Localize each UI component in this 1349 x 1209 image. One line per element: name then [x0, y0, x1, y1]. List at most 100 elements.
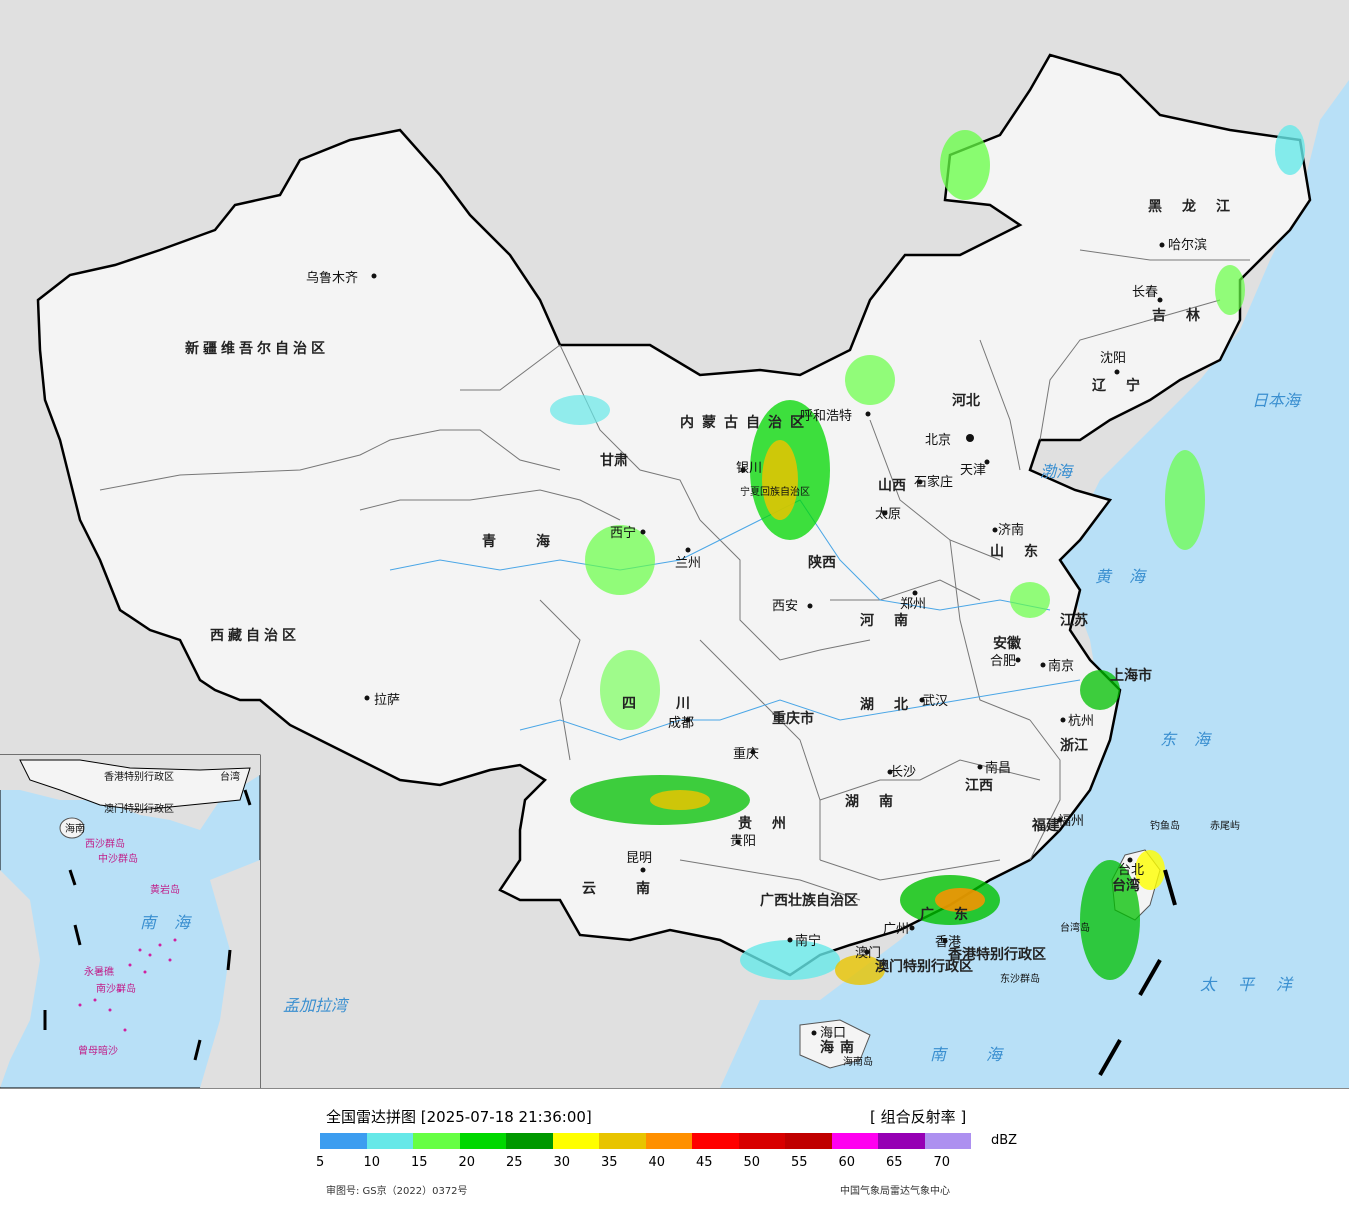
maritime-boundary	[1098, 869, 1177, 1076]
color-swatch	[413, 1133, 460, 1149]
scale-tick-label: 50	[743, 1155, 761, 1170]
scale-tick-label: 40	[648, 1155, 666, 1170]
province-label: 湖南	[845, 793, 913, 810]
province-label: 浙江	[1060, 737, 1088, 754]
city-label: 郑州	[900, 597, 926, 612]
inset-label: 南沙群岛	[96, 982, 136, 995]
color-scale-ticks: 5 10 15 20 25 30 35 40 45 50 55 60 65 70	[306, 1155, 966, 1173]
sea-label: 南海	[930, 1045, 1042, 1064]
inset-label: 西沙群岛	[85, 837, 125, 850]
sea-label: 渤海	[1040, 462, 1074, 481]
province-label: 台湾	[1112, 877, 1140, 894]
color-swatch	[738, 1133, 785, 1149]
scale-tick-label: 30	[553, 1155, 571, 1170]
scale-tick-label: 65	[886, 1155, 903, 1170]
city-label: 济南	[998, 522, 1024, 538]
color-swatch	[692, 1133, 739, 1149]
province-label: 内蒙古自治区	[680, 414, 812, 431]
inset-label: 永暑礁	[84, 965, 114, 978]
sea-label: 黄海	[1095, 567, 1163, 586]
city-label: 台北	[1118, 863, 1144, 878]
scale-tick-label: 35	[601, 1155, 618, 1170]
city-label: 太原	[875, 507, 901, 522]
scale-tick-label: 25	[506, 1155, 523, 1170]
city-label: 西宁	[610, 525, 636, 541]
city-label: 合肥	[990, 654, 1016, 669]
province-label: 湖北	[860, 697, 928, 713]
inset-label: 曾母暗沙	[78, 1044, 118, 1057]
scale-tick-label: 60	[838, 1155, 856, 1170]
city-label: 昆明	[626, 851, 652, 866]
south-china-sea-inset[interactable]: 南海 海南 中沙群岛 黄岩岛 永暑礁 南沙群岛 曾母暗沙 西沙群岛 香港特别行政…	[0, 754, 261, 1088]
city-label: 天津	[960, 463, 986, 478]
scale-tick-label: 55	[791, 1155, 808, 1170]
city-label: 长春	[1132, 285, 1158, 300]
province-label: 安徽	[993, 635, 1022, 652]
province-label: 黑龙江	[1148, 198, 1250, 215]
color-swatch	[506, 1133, 553, 1149]
color-swatch	[831, 1133, 878, 1149]
island-label: 海南岛	[843, 1055, 873, 1068]
province-label: 甘肃	[600, 452, 628, 469]
city-label: 长沙	[890, 765, 916, 780]
color-swatch	[924, 1133, 971, 1149]
scale-tick-label: 70	[933, 1155, 951, 1170]
island-label: 台湾岛	[1060, 921, 1090, 934]
province-boundaries	[99, 249, 1250, 901]
color-swatch	[599, 1133, 646, 1149]
city-label: 杭州	[1068, 714, 1094, 729]
city-label: 澳门	[855, 945, 881, 961]
inset-label: 台湾	[220, 770, 240, 783]
city-label: 海口	[820, 1026, 846, 1041]
city-label: 哈尔滨	[1168, 237, 1207, 253]
sea-label: 孟加拉湾	[283, 996, 350, 1015]
sea-label: 太平洋	[1200, 975, 1314, 994]
city-label: 南宁	[795, 933, 821, 949]
city-label: 西安	[772, 599, 798, 614]
province-label: 海南	[820, 1039, 860, 1056]
approval-number: 审图号: GS京（2022）0372号	[326, 1186, 468, 1197]
province-label: 江西	[965, 777, 993, 794]
inset-label: 澳门特别行政区	[104, 802, 174, 815]
province-label: 江苏	[1060, 612, 1088, 629]
inset-label: 香港特别行政区	[104, 770, 174, 783]
color-swatch	[785, 1133, 832, 1149]
province-label: 山东	[990, 543, 1058, 560]
inset-sea-label: 南海	[140, 913, 208, 932]
color-swatch	[878, 1133, 925, 1149]
island-label: 东沙群岛	[1000, 972, 1040, 985]
city-markers	[364, 242, 1165, 1036]
province-label: 广西壮族自治区	[760, 892, 858, 909]
sea-label: 日本海	[1252, 391, 1302, 410]
legend-title: 全国雷达拼图 [2025-07-18 21:36:00]	[326, 1108, 592, 1126]
province-label: 吉林	[1152, 307, 1220, 324]
city-label: 兰州	[675, 556, 701, 571]
legend-unit: dBZ	[991, 1133, 1018, 1148]
color-swatch	[645, 1133, 692, 1149]
province-label: 四川	[622, 696, 730, 712]
scale-tick-label: 10	[363, 1155, 381, 1170]
city-label: 广州	[883, 922, 909, 937]
city-label: 呼和浩特	[800, 409, 852, 424]
sea-label: 东海	[1160, 730, 1228, 749]
city-label: 银川	[736, 461, 762, 476]
china-landmass	[36, 53, 1312, 977]
hainan-island	[799, 1019, 871, 1069]
province-label: 福建	[1031, 817, 1060, 834]
inset-label: 海南	[65, 822, 85, 835]
province-label: 澳门特别行政区	[875, 958, 973, 975]
province-label: 新疆维吾尔自治区	[185, 340, 329, 357]
city-label: 沈阳	[1100, 351, 1126, 366]
city-label: 福州	[1058, 814, 1084, 829]
scale-tick-label: 5	[316, 1155, 325, 1170]
color-swatch	[459, 1133, 506, 1149]
province-label: 山西	[878, 478, 906, 494]
province-label: 河北	[952, 392, 980, 409]
agency-credit: 中国气象局雷达气象中心	[840, 1186, 950, 1197]
scale-tick-label: 15	[411, 1155, 428, 1170]
radar-map[interactable]: 新疆维吾尔自治区 西藏自治区 青海 甘肃 四川 云南 内蒙古自治区 黑龙江 吉林…	[0, 0, 1349, 1088]
city-label: 香港	[935, 935, 961, 950]
color-scale-bar	[320, 1133, 971, 1149]
city-label: 石家庄	[914, 474, 953, 490]
province-label: 河南	[860, 612, 928, 629]
